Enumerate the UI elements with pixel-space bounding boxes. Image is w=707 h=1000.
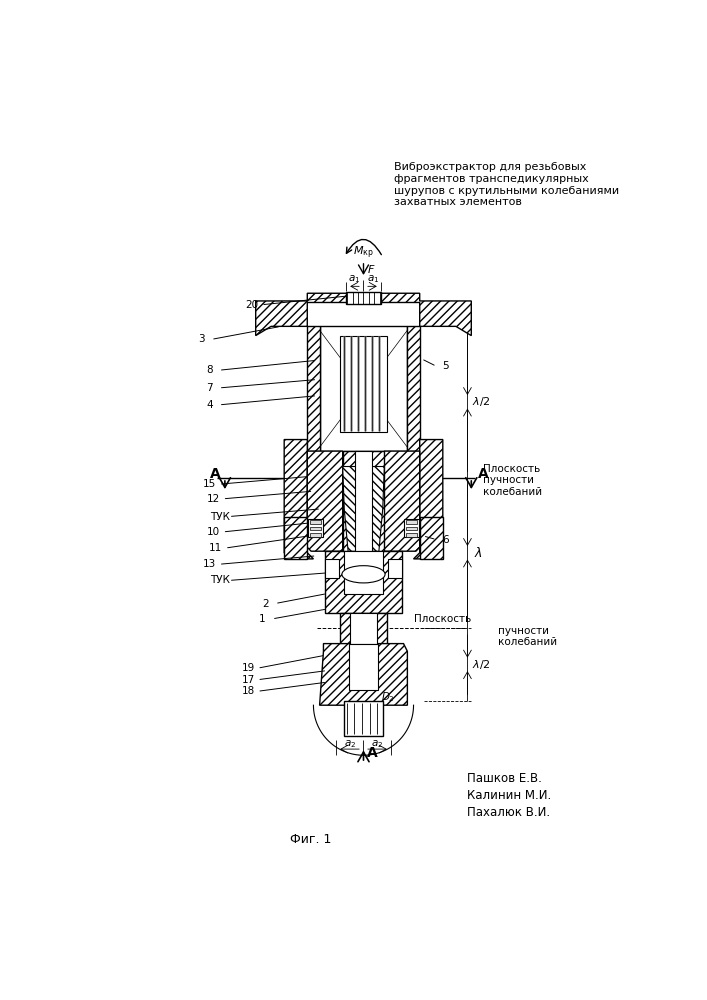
Bar [406, 520, 416, 524]
Bar [404, 519, 419, 537]
Text: Калинин М.И.: Калинин М.И. [467, 789, 551, 802]
Text: $\lambda/2$: $\lambda/2$ [472, 395, 491, 408]
Text: Пахалюк В.И.: Пахалюк В.И. [467, 806, 551, 819]
Ellipse shape [342, 566, 385, 583]
Text: 1: 1 [259, 614, 266, 624]
Text: ТУК: ТУК [209, 512, 230, 522]
Text: $a_1$: $a_1$ [366, 273, 379, 285]
Polygon shape [284, 440, 313, 559]
Text: 17: 17 [241, 675, 255, 685]
Text: 3: 3 [199, 334, 205, 344]
Text: пучности: пучности [483, 475, 534, 485]
Polygon shape [414, 440, 443, 559]
Text: $\lambda/2$: $\lambda/2$ [472, 658, 491, 671]
Text: 10: 10 [206, 527, 220, 537]
Bar [320, 326, 407, 451]
Text: 20: 20 [245, 300, 258, 310]
Text: колебаний: колебаний [498, 637, 557, 647]
Polygon shape [343, 451, 385, 551]
Text: Плоскость: Плоскость [483, 464, 540, 474]
Text: 18: 18 [241, 686, 255, 696]
Polygon shape [256, 293, 472, 336]
Bar [344, 551, 382, 594]
Bar [340, 336, 387, 432]
Text: Плоскость: Плоскость [414, 614, 471, 624]
Text: $D_2$: $D_2$ [381, 691, 395, 704]
Text: А: А [477, 467, 489, 481]
Text: 6: 6 [443, 535, 449, 545]
Polygon shape [320, 644, 407, 705]
Text: 5: 5 [443, 361, 449, 371]
Text: $a_2$: $a_2$ [344, 738, 356, 750]
Bar [310, 533, 321, 537]
Text: Виброэкстрактор для резьбовых
фрагментов транспедикулярных
шурупов с крутильными: Виброэкстрактор для резьбовых фрагментов… [395, 162, 619, 207]
Text: 8: 8 [206, 365, 213, 375]
Bar [344, 701, 382, 736]
Bar [349, 644, 378, 690]
Polygon shape [343, 466, 385, 551]
Text: $D_1$: $D_1$ [372, 561, 386, 575]
Bar [355, 451, 372, 551]
Text: 11: 11 [209, 543, 222, 553]
Text: ТУК: ТУК [209, 575, 230, 585]
Polygon shape [284, 517, 308, 559]
Bar [310, 520, 321, 524]
Text: A: A [368, 746, 378, 760]
Text: $\lambda$: $\lambda$ [474, 546, 483, 560]
Polygon shape [308, 451, 343, 551]
Text: Фиг. 1: Фиг. 1 [291, 833, 332, 846]
Polygon shape [325, 551, 402, 613]
Polygon shape [325, 559, 339, 578]
Bar [406, 533, 416, 537]
Text: 19: 19 [241, 663, 255, 673]
Text: 7: 7 [206, 383, 213, 393]
Bar [406, 527, 416, 530]
Bar [308, 519, 324, 537]
Text: $a_2$: $a_2$ [371, 738, 383, 750]
Text: 15: 15 [203, 479, 216, 489]
Text: 2: 2 [262, 599, 269, 609]
Text: $F$: $F$ [367, 263, 375, 275]
Text: Пашков Е.В.: Пашков Е.В. [467, 772, 542, 785]
Bar [351, 613, 377, 644]
Polygon shape [420, 517, 443, 559]
Text: $M_{\rm кр}$: $M_{\rm кр}$ [353, 244, 374, 261]
Polygon shape [340, 613, 387, 644]
Text: колебаний: колебаний [483, 487, 542, 497]
Text: $a_1$: $a_1$ [348, 273, 361, 285]
Text: пучности: пучности [498, 626, 549, 636]
Polygon shape [385, 451, 420, 551]
Bar [310, 527, 321, 530]
Polygon shape [388, 559, 402, 578]
Text: 13: 13 [203, 559, 216, 569]
Bar [346, 292, 381, 304]
Polygon shape [308, 326, 320, 451]
Text: 12: 12 [206, 494, 220, 504]
Text: 4: 4 [206, 400, 213, 410]
Polygon shape [407, 326, 420, 451]
Text: А: А [210, 467, 221, 481]
